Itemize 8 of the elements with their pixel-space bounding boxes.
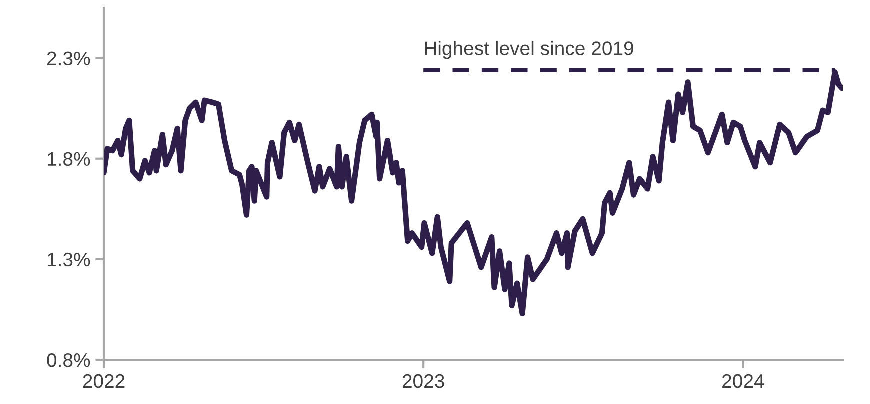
x-tick-label: 2022 — [83, 374, 125, 388]
y-tick-label: 2.3% — [47, 52, 90, 66]
x-tick-label: 2023 — [402, 374, 444, 388]
y-tick-label: 1.8% — [48, 152, 90, 166]
y-tick-label: 1.3% — [48, 252, 90, 267]
y-tick-label: 0.8% — [47, 353, 90, 368]
x-tick-label: 2024 — [722, 374, 764, 388]
annotation: Highest level since 2019 — [425, 41, 634, 60]
